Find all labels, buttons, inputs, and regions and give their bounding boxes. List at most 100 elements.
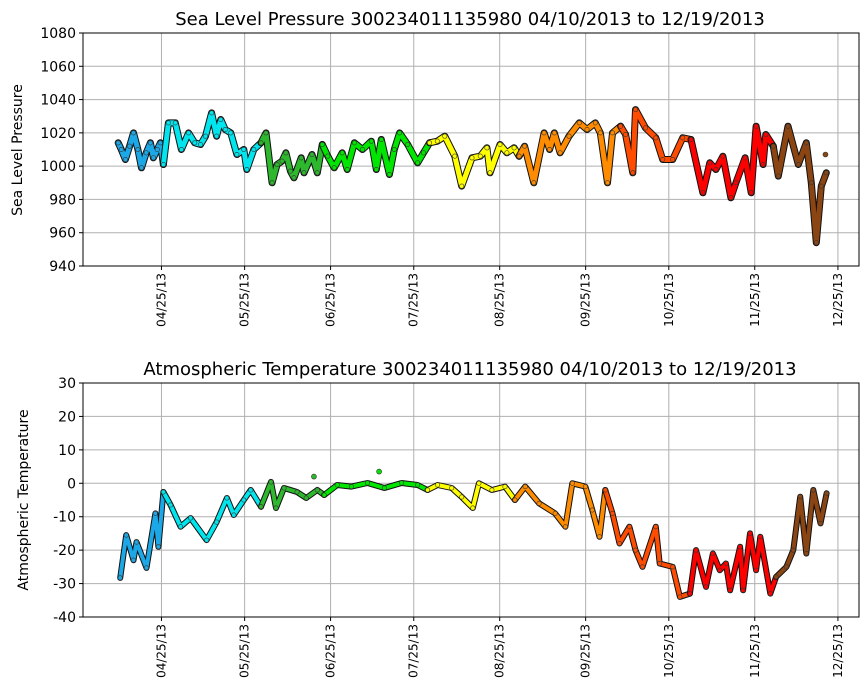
data-point [192,140,198,146]
data-point [117,575,123,581]
data-point [733,180,739,186]
data-point [172,120,178,126]
data-series-segment-8 [686,530,780,597]
data-point [633,107,639,113]
data-point [592,120,598,126]
data-point [319,142,325,148]
data-point [373,166,379,172]
y-tick-label: 980 [49,192,76,208]
y-tick-label: -10 [53,510,76,526]
data-point [143,565,149,571]
data-point [522,484,528,490]
data-point [351,140,357,146]
data-point [130,130,136,136]
data-point [405,142,411,148]
data-point [753,123,759,129]
data-point [660,156,666,162]
y-tick-label: -40 [53,610,76,626]
data-point [127,143,133,149]
data-point [251,147,257,153]
data-point [476,480,482,486]
data-point-outlier [311,473,317,480]
data-point [748,190,754,196]
data-point [552,510,558,516]
data-point [760,161,766,167]
data-point [214,133,220,139]
data-point [502,484,508,490]
data-point [605,180,611,186]
data-point [803,550,809,556]
data-point [165,120,171,126]
data-point [331,165,337,171]
data-point [160,161,166,167]
data-point [415,482,421,488]
x-tick-label: 11/25/13 [748,624,762,678]
data-point [569,480,575,486]
data-point [218,117,224,123]
data-point [813,240,819,246]
data-series-segment-3 [257,129,326,187]
x-tick-label: 07/25/13 [407,273,421,327]
data-point [449,485,455,491]
data-point [818,183,824,189]
y-axis-label: Sea Level Pressure [10,84,26,216]
series-line [512,481,608,539]
data-point [135,147,141,153]
y-tick-label: 30 [58,376,76,392]
data-point [420,150,426,156]
x-tick-label: 04/25/13 [154,273,168,327]
data-point [134,539,140,545]
x-tick-label: 06/25/13 [324,624,338,678]
data-point [459,183,465,189]
data-point [274,161,280,167]
series-outline [426,132,523,190]
y-tick-label: 940 [49,259,76,275]
data-point [616,540,622,546]
data-point [470,505,476,511]
data-series-segment-4 [318,129,434,178]
data-point [516,153,522,159]
data-point [435,482,441,488]
data-point [344,166,350,172]
x-tick-label: 08/25/13 [493,273,507,327]
data-point [688,137,694,143]
data-point [657,561,663,567]
data-point [397,130,403,136]
data-point [386,171,392,177]
data-point [222,127,228,133]
data-point [817,520,823,526]
data-point [281,485,287,491]
data-point [186,130,192,136]
y-tick-label: 1020 [40,126,76,142]
data-point [469,155,475,161]
data-point [231,512,237,518]
data-point [241,497,247,503]
data-point [364,480,370,486]
data-point [434,138,440,144]
x-tick-label: 06/25/13 [324,273,338,327]
data-point [303,495,309,501]
data-point [597,534,603,540]
data-point [700,190,706,196]
data-point [160,489,166,495]
data-point [767,591,773,597]
data-point [115,140,121,146]
data-series-segment-6 [515,119,625,187]
sea-level-pressure-chart: Sea Level Pressure 300234011135980 04/10… [10,9,860,327]
data-point [122,156,128,162]
data-point [773,574,779,580]
data-point [623,132,629,138]
data-point [339,150,345,156]
data-point [576,120,582,126]
y-axis-label: Atmospheric Temperature [16,409,32,590]
data-point [279,158,285,164]
data-point [677,594,683,600]
atmospheric-temperature-chart: Atmospheric Temperature 300234011135980 … [16,359,860,678]
plot-frame [82,382,860,618]
data-point [597,130,603,136]
data-point [770,143,776,149]
data-point [489,487,495,493]
y-tick-label: -30 [53,577,76,593]
y-tick-label: 960 [49,226,76,242]
data-point [334,482,340,488]
